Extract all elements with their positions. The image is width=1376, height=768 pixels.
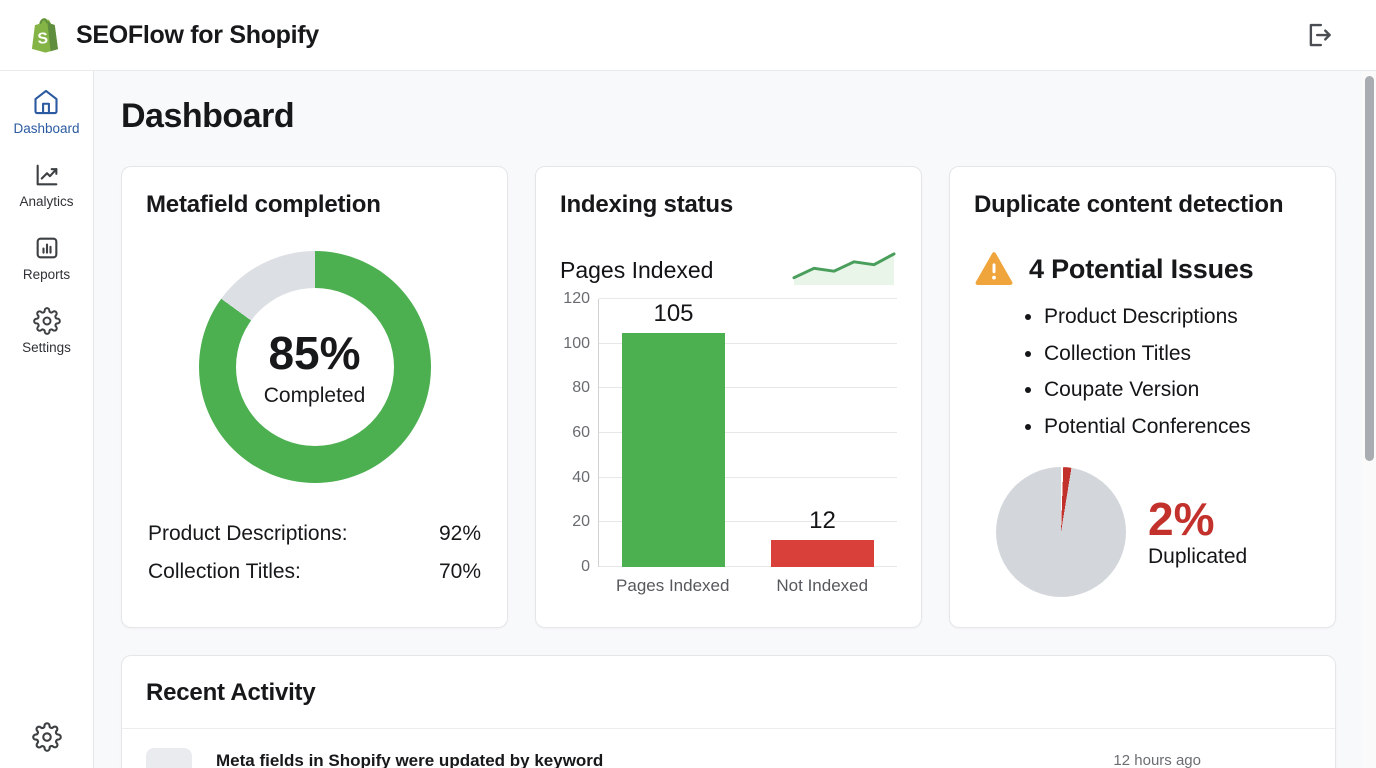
shopify-logo-icon: S — [31, 18, 58, 53]
card-title: Metafield completion — [146, 191, 381, 218]
sidebar-item-label: Settings — [22, 340, 71, 355]
analytics-icon — [36, 164, 57, 186]
y-tick-label: 0 — [581, 558, 590, 575]
scrollbar-thumb[interactable] — [1365, 76, 1374, 461]
activity-thumbnail — [146, 748, 192, 768]
gridline — [599, 298, 897, 299]
bar-chart-xlabels: Pages Indexed Not Indexed — [598, 576, 897, 596]
stat-label: Collection Titles: — [148, 560, 301, 583]
bar-chart-plot: 105 12 — [598, 298, 897, 567]
donut-chart: 85% Completed — [198, 251, 431, 483]
app-title: SEOFlow for Shopify — [76, 20, 319, 49]
warning-icon — [975, 252, 1013, 285]
gridline — [599, 476, 897, 478]
donut-center-label: Completed — [263, 384, 366, 407]
bar-column: 105 — [599, 299, 748, 567]
bar-chart: 0 20 40 60 80 100 120 105 12 — [560, 290, 897, 575]
duplicated-pie-chart — [996, 467, 1126, 597]
y-tick-label: 120 — [563, 290, 590, 307]
issues-heading: 4 Potential Issues — [1029, 253, 1254, 284]
page-title: Dashboard — [121, 97, 295, 135]
y-tick-label: 80 — [572, 379, 590, 397]
gridline — [599, 342, 897, 344]
gear-icon — [31, 722, 62, 752]
app-header: S SEOFlow for Shopify — [0, 0, 1376, 71]
issue-item: Product Descriptions — [1044, 299, 1311, 336]
reports-icon — [36, 237, 57, 259]
x-axis-label: Not Indexed — [776, 576, 869, 595]
gear-icon — [32, 307, 61, 335]
sidebar-item-label: Reports — [22, 267, 71, 282]
gridline — [599, 566, 897, 567]
main-content: Dashboard Metafield completion 85% Compl… — [94, 71, 1376, 768]
pages-indexed-label: Pages Indexed — [560, 257, 714, 283]
y-tick-label: 100 — [563, 334, 590, 352]
sparkline-chart — [792, 252, 896, 285]
bar — [771, 540, 874, 567]
sidebar-item-settings[interactable]: Settings — [22, 307, 71, 355]
card-title: Indexing status — [560, 191, 734, 218]
sidebar-item-analytics[interactable]: Analytics — [19, 161, 74, 209]
stat-value: 92% — [438, 522, 481, 545]
stat-label: Product Descriptions: — [148, 522, 348, 545]
svg-text:S: S — [37, 30, 49, 48]
indexing-status-card: Indexing status Pages Indexed 0 20 40 60 80 1… — [535, 166, 922, 628]
y-tick-label: 20 — [572, 513, 590, 531]
sidebar-item-label: Analytics — [19, 194, 74, 209]
bar-chart-yticks: 0 20 40 60 80 100 120 — [560, 290, 598, 575]
sidebar-item-reports[interactable]: Reports — [23, 234, 70, 282]
bar-column: 12 — [748, 299, 897, 567]
stat-row: Collection Titles: 70% — [146, 553, 483, 591]
bar-chart-bars: 105 12 — [599, 299, 897, 567]
sidebar: Dashboard Analytics Reports Settings — [0, 71, 94, 768]
y-tick-label: 60 — [572, 424, 590, 441]
recent-activity-card: Recent Activity Meta fields in Shopify w… — [121, 655, 1336, 768]
issue-list: Product Descriptions Collection Titles C… — [1044, 299, 1311, 445]
y-tick-label: 40 — [572, 468, 590, 486]
duplicated-percent-value: 2% — [1148, 492, 1215, 545]
bar-value-label: 105 — [653, 299, 694, 327]
x-axis-label: Pages Indexed — [616, 576, 730, 595]
metafield-stats: Product Descriptions: 92% Collection Tit… — [146, 515, 483, 591]
donut-center: 85% Completed — [235, 288, 394, 446]
sidebar-item-label: Dashboard — [13, 121, 80, 136]
duplicated-caption: Duplicated — [1148, 545, 1248, 569]
gridline — [599, 387, 897, 389]
stat-value: 70% — [438, 560, 481, 583]
divider — [122, 728, 1335, 729]
logout-button[interactable] — [1302, 18, 1336, 52]
bar-value-label: 12 — [809, 507, 836, 535]
sidebar-footer-settings-button[interactable] — [0, 722, 93, 752]
activity-timestamp: 12 hours ago — [1113, 752, 1201, 768]
issue-item: Coupate Version — [1044, 372, 1311, 409]
home-icon — [34, 89, 59, 115]
activity-row[interactable]: Meta fields in Shopify were updated by k… — [122, 729, 1335, 768]
activity-text: Meta fields in Shopify were updated by k… — [216, 751, 604, 768]
metafield-completion-card: Metafield completion 85% Completed Produ… — [121, 166, 508, 628]
scrollbar-track[interactable] — [1362, 72, 1376, 768]
issue-item: Collection Titles — [1044, 336, 1311, 373]
recent-activity-title: Recent Activity — [146, 679, 316, 706]
issue-item: Potential Conferences — [1044, 409, 1311, 446]
donut-percent-value: 85% — [268, 327, 361, 379]
sidebar-item-dashboard[interactable]: Dashboard — [13, 88, 80, 136]
stat-row: Product Descriptions: 92% — [146, 515, 483, 553]
card-title: Duplicate content detection — [974, 191, 1284, 218]
logout-icon — [1309, 23, 1331, 47]
gridline — [599, 521, 897, 523]
gridline — [599, 432, 897, 433]
duplicate-content-card: Duplicate content detection 4 Potential … — [949, 166, 1336, 628]
bar — [622, 332, 725, 567]
